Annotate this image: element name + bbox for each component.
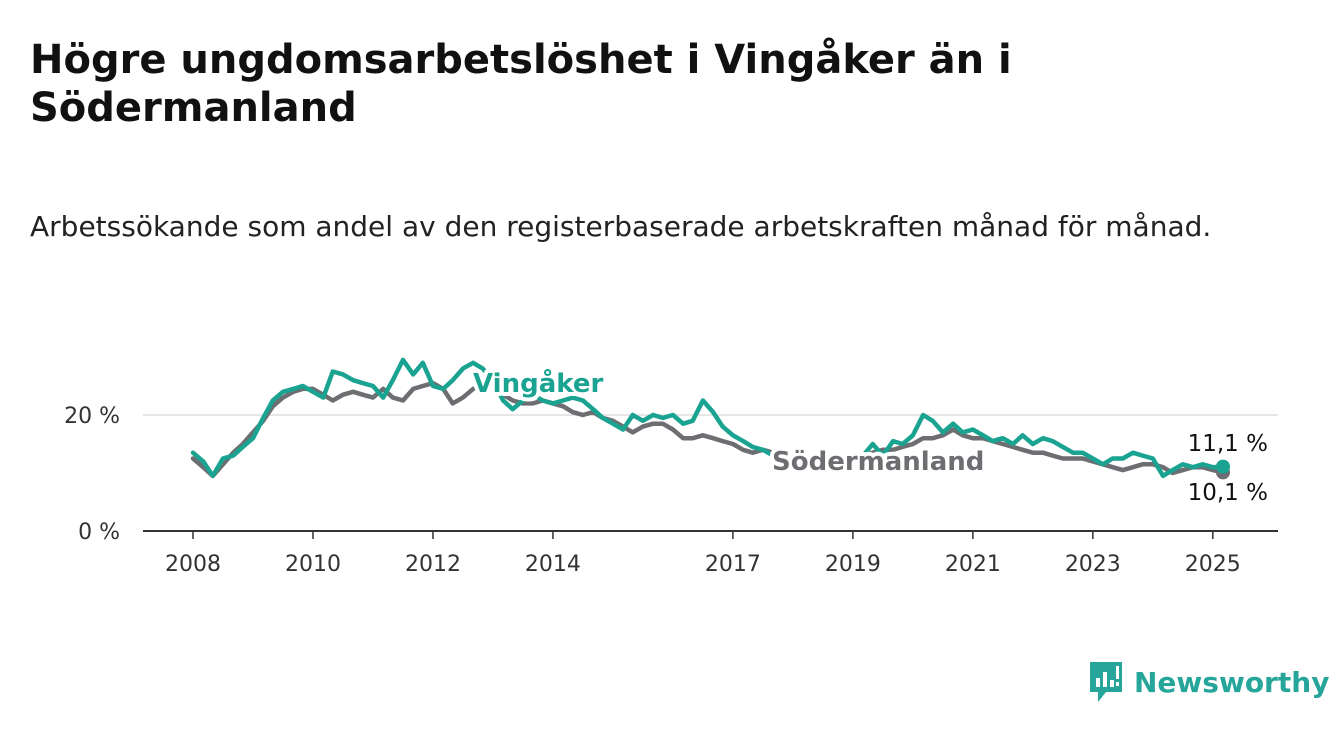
x-tick-label: 2008 <box>165 552 221 577</box>
series-lines <box>190 357 1230 480</box>
labels: Vingåker Södermanland 11,1 % 10,1 % <box>469 363 1268 506</box>
gridlines: 0 % 20 % <box>64 404 1278 545</box>
series-line-sodermanland <box>190 380 1226 479</box>
chart-subtitle: Arbetssökande som andel av den registerb… <box>30 210 1212 243</box>
series-end-point <box>1216 459 1230 474</box>
bar-chart-speech-bubble-icon <box>1090 662 1122 702</box>
series-label-sodermanland: Södermanland <box>772 447 984 477</box>
x-tick-label: 2023 <box>1065 552 1121 577</box>
brand-name: Newsworthy <box>1134 665 1330 699</box>
y-tick-label: 0 % <box>78 520 120 545</box>
x-axis: 2008 2010 2012 2014 2017 2019 2021 2023 2025 <box>143 530 1278 577</box>
x-tick-label: 2025 <box>1185 552 1241 577</box>
x-tick-label: 2019 <box>825 552 881 577</box>
chart-title: Högre ungdomsarbetslöshet i Vingåker än … <box>30 37 1012 131</box>
x-tick-label: 2014 <box>525 552 581 577</box>
x-tick-label: 2021 <box>945 552 1001 577</box>
newsworthy-logo[interactable]: Newsworthy <box>1088 660 1329 704</box>
x-tick-label: 2012 <box>405 552 461 577</box>
x-tick-label: 2017 <box>705 552 761 577</box>
end-value-sodermanland: 10,1 % <box>1188 480 1268 506</box>
series-label-vingaker: Vingåker <box>473 367 603 399</box>
y-tick-label: 20 % <box>64 404 120 429</box>
series-line-vingaker <box>190 357 1226 479</box>
end-value-vingaker: 11,1 % <box>1188 431 1268 457</box>
x-tick-label: 2010 <box>285 552 341 577</box>
